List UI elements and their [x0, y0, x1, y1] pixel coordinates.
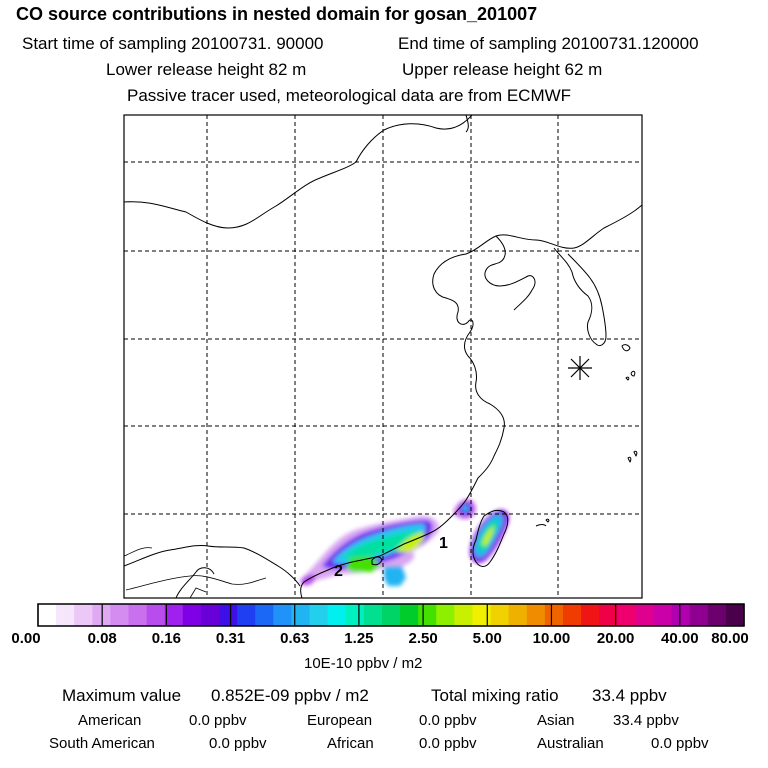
- colorbar-tick-label: 1.25: [344, 630, 374, 647]
- colorbar-swatch: [544, 604, 564, 626]
- colorbar-tick-label: 0.00: [11, 630, 41, 647]
- colorbar-swatch: [617, 604, 636, 626]
- colorbar-outline: [37, 603, 745, 627]
- colorbar-swatch: [490, 604, 510, 626]
- colorbar-swatch: [182, 604, 202, 626]
- colorbar-swatch: [381, 604, 401, 626]
- country-borders: [124, 547, 267, 598]
- colorbar-swatch: [38, 604, 57, 626]
- colorbar-unit: 10E-10 ppbv / m2: [304, 655, 423, 672]
- colorbar-tick-label: 0.63: [280, 630, 310, 647]
- colorbar-swatch: [56, 604, 75, 626]
- tracer-note: Passive tracer used, meteorological data…: [127, 86, 572, 105]
- colorbar-tick-label: 40.00: [661, 630, 699, 647]
- colorbar-swatch: [472, 604, 492, 626]
- colorbar-swatch: [164, 604, 184, 626]
- total-value: 33.4 ppbv: [592, 686, 667, 705]
- colorbar-swatch: [273, 604, 293, 626]
- colorbar-swatch: [255, 604, 274, 626]
- colorbar-tick-label: 80.00: [711, 630, 749, 647]
- colorbar-swatch: [363, 604, 383, 626]
- colorbar-tick-label: 20.00: [596, 630, 635, 647]
- coastlines: [124, 115, 642, 598]
- plot-title: CO source contributions in nested domain…: [16, 4, 538, 24]
- colorbar-swatch: [110, 604, 130, 626]
- colorbar-swatch: [689, 604, 709, 626]
- source-label-1: 1: [439, 535, 448, 552]
- region-value-american: 0.0 ppbv: [189, 712, 247, 729]
- colorbar-swatch: [291, 604, 311, 626]
- colorbar-swatch: [418, 604, 437, 626]
- colorbar-tick-label: 0.08: [87, 630, 117, 647]
- colorbar-swatch: [635, 604, 655, 626]
- source-label-2: 2: [334, 563, 343, 580]
- colorbar-tick-label: 5.00: [472, 630, 502, 647]
- max-value: 0.852E-09 ppbv / m2: [211, 686, 369, 705]
- lower-release-height: Lower release height 82 m: [106, 60, 307, 79]
- colorbar-swatch: [581, 604, 600, 626]
- region-name-african: African: [327, 735, 374, 752]
- region-name-south-american: South American: [49, 735, 155, 752]
- max-label: Maximum value: [62, 686, 182, 705]
- colorbar-swatch: [653, 604, 673, 626]
- colorbar-tick-label: 2.50: [408, 630, 438, 647]
- colorbar-swatch: [526, 604, 546, 626]
- colorbar-swatch: [200, 604, 220, 626]
- region-value-asian: 33.4 ppbv: [613, 712, 679, 729]
- colorbar-swatch: [128, 604, 148, 626]
- colorbar-tick-label: 0.31: [215, 630, 246, 647]
- colorbar-swatch: [671, 604, 691, 626]
- total-label: Total mixing ratio: [431, 686, 559, 705]
- colorbar-swatch: [454, 604, 474, 626]
- plume-east-china-coast: [453, 499, 476, 520]
- region-name-australian: Australian: [537, 735, 604, 752]
- upper-release-height: Upper release height 62 m: [402, 60, 603, 79]
- colorbar-swatch: [707, 604, 727, 626]
- region-value-south-american: 0.0 ppbv: [209, 735, 267, 752]
- end-time: End time of sampling 20100731.120000: [398, 34, 699, 53]
- colorbar-swatch: [237, 604, 256, 626]
- colorbar-swatch: [562, 604, 582, 626]
- plume-taiwan: [470, 509, 509, 563]
- colorbar-swatch: [146, 604, 166, 626]
- region-name-american: American: [78, 712, 142, 729]
- colorbar-swatch: [436, 604, 455, 626]
- colorbar-swatch: [725, 604, 745, 626]
- colorbar-swatch: [219, 604, 238, 626]
- colorbar-tick-label: 0.16: [151, 630, 181, 647]
- colorbar-swatch: [327, 604, 347, 626]
- colorbar-swatch: [74, 604, 93, 626]
- colorbar-swatch: [508, 604, 528, 626]
- region-name-european: European: [307, 712, 373, 729]
- region-name-asian: Asian: [537, 712, 575, 729]
- region-value-australian: 0.0 ppbv: [651, 735, 709, 752]
- region-value-european: 0.0 ppbv: [419, 712, 477, 729]
- colorbar-tick-label: 10.00: [532, 630, 571, 647]
- colorbar-swatch: [309, 604, 329, 626]
- start-time: Start time of sampling 20100731. 90000: [22, 34, 324, 53]
- colorbar-swatch: [400, 604, 419, 626]
- colorbar-swatch: [599, 604, 618, 626]
- lat-lon-grid: [124, 115, 642, 598]
- receptor-star-icon: [568, 356, 592, 380]
- region-value-african: 0.0 ppbv: [419, 735, 477, 752]
- colorbar-swatch: [345, 604, 365, 626]
